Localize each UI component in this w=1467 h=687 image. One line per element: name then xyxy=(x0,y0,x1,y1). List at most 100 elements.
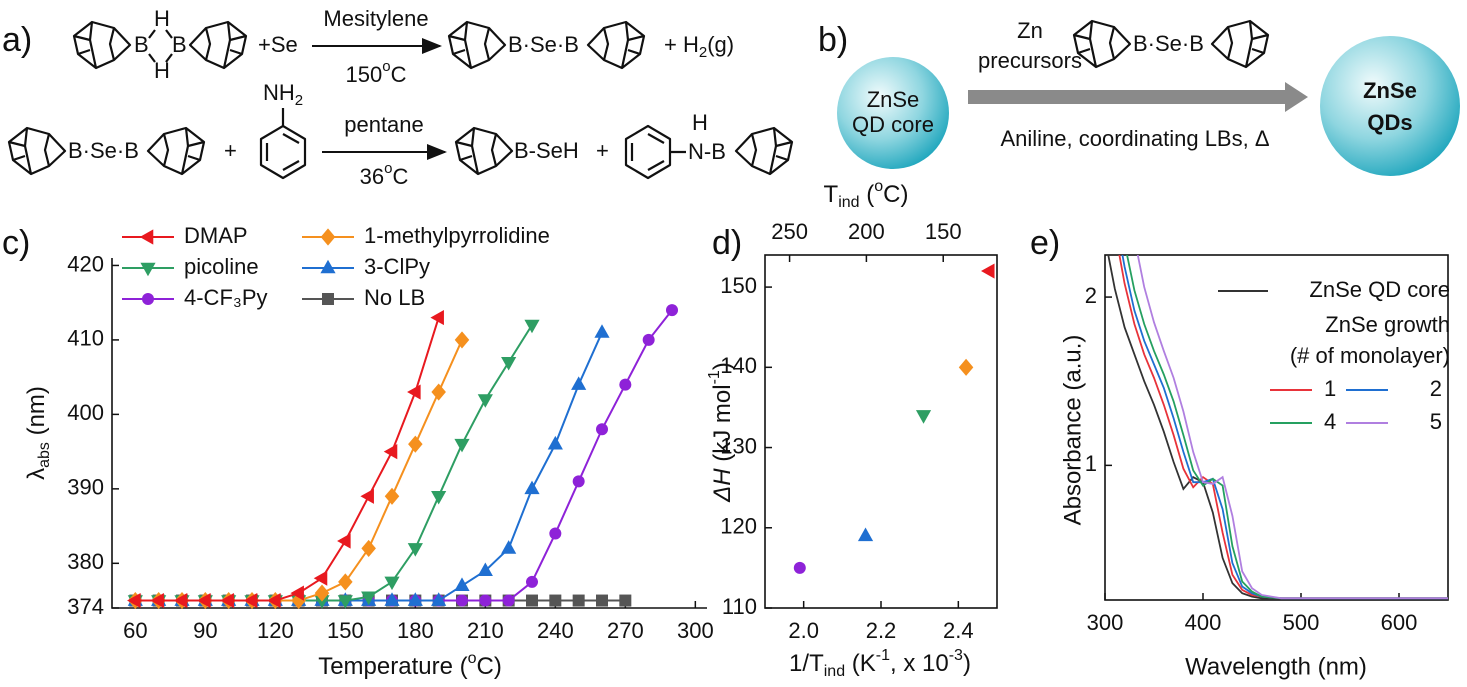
marker xyxy=(549,594,562,607)
scheme-b: b) ZnSe QD core Zn precursors B·Se·B Ani… xyxy=(818,18,1460,176)
marker xyxy=(127,592,141,609)
x-tick-label: 180 xyxy=(397,618,434,643)
y-tick-label: 1 xyxy=(1085,451,1097,476)
marker xyxy=(642,333,655,346)
y-tick-label: 130 xyxy=(720,433,757,458)
atom: H xyxy=(154,58,170,83)
y-tick-label: 400 xyxy=(67,400,104,425)
legend-label: 4 xyxy=(1324,409,1336,434)
plus: + xyxy=(224,138,237,163)
marker xyxy=(619,594,632,607)
y-tick-label: 420 xyxy=(67,251,104,276)
series-line xyxy=(135,339,463,602)
legend-label: 4-CF₃Py xyxy=(184,285,268,310)
marker xyxy=(454,438,470,453)
series-line xyxy=(1121,255,1448,600)
legend-marker xyxy=(322,293,334,305)
marker xyxy=(337,533,351,549)
plus: + xyxy=(596,138,609,163)
marker xyxy=(408,435,423,453)
qd-label: ZnSe xyxy=(1363,78,1417,103)
additive: B·Se·B xyxy=(1133,31,1204,56)
legend-marker xyxy=(142,293,154,305)
x2-tick-label: 200 xyxy=(848,219,885,244)
marker xyxy=(549,527,562,540)
marker xyxy=(384,592,400,606)
qd-label: QD core xyxy=(852,112,934,137)
marker xyxy=(431,491,447,505)
marker xyxy=(173,592,188,609)
marker xyxy=(220,592,234,609)
legend-marker xyxy=(139,229,154,245)
qd-label: QDs xyxy=(1367,110,1412,135)
marker xyxy=(477,394,493,408)
legend-label: 1 xyxy=(1324,376,1336,401)
marker xyxy=(454,331,470,349)
atom: B xyxy=(172,32,187,57)
legend-marker xyxy=(320,228,336,246)
marker xyxy=(456,594,468,607)
marker xyxy=(501,540,517,554)
legend-label: 5 xyxy=(1430,409,1442,434)
marker xyxy=(502,594,515,607)
atom: H xyxy=(154,6,170,31)
series-line xyxy=(135,332,603,602)
x-tick-label: 60 xyxy=(123,618,147,643)
marker xyxy=(407,592,423,606)
marker xyxy=(431,383,446,401)
marker xyxy=(547,435,563,450)
marker xyxy=(524,480,540,495)
legend-label: DMAP xyxy=(184,223,248,248)
marker xyxy=(407,543,423,557)
x-tick-label: 2.0 xyxy=(788,618,819,643)
marker xyxy=(477,562,493,577)
x2-axis-title: Tind (oC) xyxy=(824,178,909,211)
y-axis-title: Absorbance (a.u.) xyxy=(1059,335,1086,526)
arrow xyxy=(968,82,1308,112)
marker xyxy=(313,570,328,586)
panel-label: c) xyxy=(2,224,30,262)
byproduct: + H2(g) xyxy=(664,32,734,61)
marker xyxy=(454,577,470,591)
marker xyxy=(526,575,538,588)
marker xyxy=(572,475,585,488)
y-tick-label: 380 xyxy=(67,549,104,574)
marker xyxy=(197,592,211,609)
x-tick-label: 210 xyxy=(467,618,504,643)
legend-label: No LB xyxy=(364,285,425,310)
scheme-a: a) B H H B +Se Mesitylene 150oC B·Se·B +… xyxy=(2,6,794,189)
x-tick-label: 240 xyxy=(537,618,574,643)
product: N-B xyxy=(688,139,726,164)
x2-tick-label: 150 xyxy=(925,219,962,244)
marker xyxy=(314,595,330,609)
marker xyxy=(337,595,353,609)
condition: 150oC xyxy=(346,58,407,87)
y-tick-label: 410 xyxy=(67,326,104,351)
series-line xyxy=(135,317,440,602)
qd-label: ZnSe xyxy=(867,87,920,112)
cage-icon xyxy=(1210,19,1270,69)
legend-label: picoline xyxy=(184,254,259,279)
marker xyxy=(360,488,374,504)
y-tick-label: 150 xyxy=(720,273,757,298)
product: B·Se·B xyxy=(508,32,579,57)
marker xyxy=(571,376,587,390)
panel-label: d) xyxy=(712,224,742,262)
series-line xyxy=(1118,255,1448,600)
benzene xyxy=(259,108,307,180)
y-tick-label: 140 xyxy=(720,353,757,378)
x-tick-label: 2.2 xyxy=(866,618,897,643)
x-tick-label: 300 xyxy=(677,618,714,643)
panel-label: e) xyxy=(1030,224,1060,262)
legend-label: 3-ClPy xyxy=(364,254,430,279)
x-tick-label: 270 xyxy=(607,618,644,643)
atom: B xyxy=(134,32,149,57)
marker xyxy=(479,594,492,607)
legend-label: 2 xyxy=(1430,376,1442,401)
cage-icon xyxy=(7,126,67,176)
legend-title: (# of monolayer) xyxy=(1290,343,1450,368)
panel-label: b) xyxy=(818,21,848,59)
marker xyxy=(857,527,874,542)
marker xyxy=(958,358,974,376)
